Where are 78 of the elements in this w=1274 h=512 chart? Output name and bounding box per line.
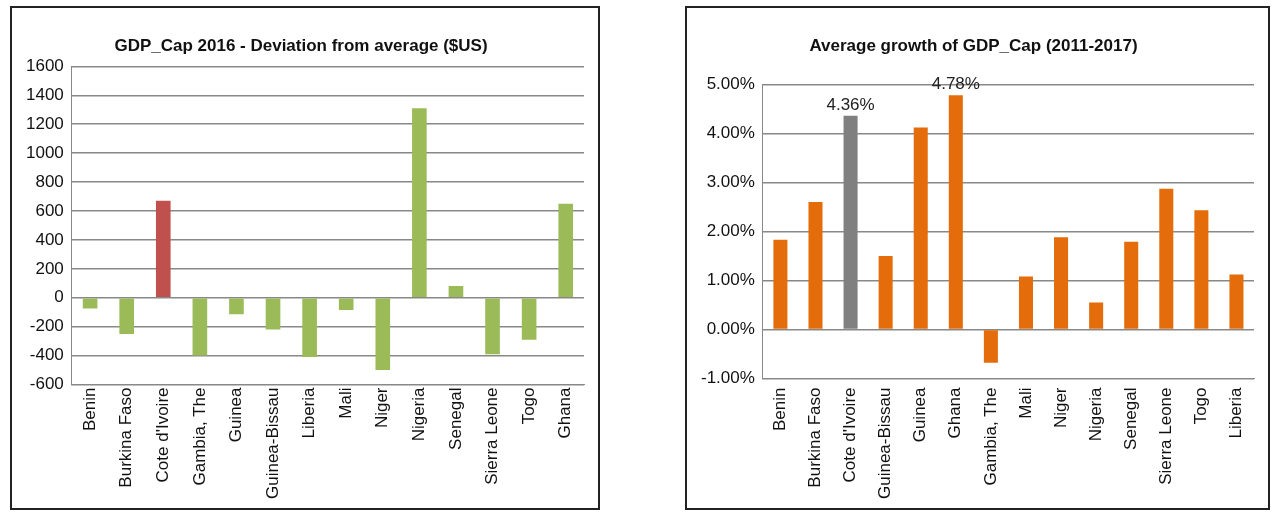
- x-tick-label: Togo: [1191, 387, 1211, 425]
- y-tick-label: 400: [35, 229, 64, 249]
- x-tick-label: Mali: [1015, 387, 1035, 419]
- y-tick-label: 1600: [25, 56, 64, 76]
- bar: [375, 298, 391, 371]
- x-tick-label: Sierra Leone: [482, 387, 502, 485]
- bar: [558, 203, 574, 297]
- y-tick-label: 200: [35, 258, 64, 278]
- bar: [1159, 188, 1174, 329]
- chart-title: GDP_Cap 2016 - Deviation from average ($US): [114, 35, 488, 55]
- y-tick-label: -400: [29, 345, 64, 365]
- x-tick-label: Senegal: [445, 387, 465, 450]
- y-tick-label: -1.00%: [700, 368, 755, 388]
- x-tick-label: Liberia: [1226, 386, 1246, 439]
- bar: [878, 255, 893, 329]
- bar: [192, 298, 208, 356]
- bar: [448, 285, 464, 297]
- x-tick-label: Cote d'Ivoire: [840, 387, 860, 483]
- x-tick-label: Guinea: [226, 386, 246, 443]
- data-label: 4.78%: [931, 74, 980, 94]
- bar: [82, 298, 98, 309]
- y-tick-label: 600: [35, 200, 64, 220]
- bar: [983, 330, 998, 363]
- bar: [302, 298, 317, 358]
- bar: [1229, 274, 1244, 329]
- bar: [1194, 210, 1209, 329]
- x-tick-label: Guinea-Bissau: [875, 387, 895, 500]
- y-tick-label: -200: [29, 316, 64, 336]
- bar: [155, 200, 171, 297]
- y-tick-label: 1000: [25, 142, 64, 162]
- x-tick-label: Senegal: [1120, 387, 1140, 450]
- bar: [808, 202, 823, 329]
- bar: [773, 239, 788, 329]
- x-tick-label: Mali: [335, 387, 355, 419]
- chart-title: Average growth of GDP_Cap (2011-2017): [809, 35, 1138, 55]
- bar: [338, 298, 354, 311]
- y-tick-label: 5.00%: [706, 74, 755, 94]
- x-tick-label: Liberia: [299, 386, 319, 439]
- bar: [1124, 241, 1139, 329]
- x-tick-label: Niger: [1050, 387, 1070, 429]
- bar: [119, 298, 135, 334]
- bar: [1089, 302, 1104, 329]
- x-tick-label: Benin: [79, 387, 99, 431]
- y-tick-label: 0.00%: [706, 319, 755, 339]
- x-tick-label: Nigeria: [1085, 386, 1105, 442]
- x-tick-label: Guinea-Bissau: [262, 387, 282, 500]
- y-tick-label: 1.00%: [706, 270, 755, 290]
- x-tick-label: Burkina Faso: [116, 387, 136, 488]
- x-tick-label: Guinea: [910, 386, 930, 443]
- x-tick-label: Nigeria: [409, 386, 429, 442]
- x-tick-label: Ghana: [945, 386, 965, 439]
- y-tick-label: 2.00%: [706, 221, 755, 241]
- bar: [412, 108, 427, 297]
- x-tick-label: Burkina Faso: [805, 387, 825, 488]
- bar: [1018, 276, 1033, 329]
- y-tick-label: 0: [54, 287, 64, 307]
- x-tick-label: Benin: [770, 387, 790, 431]
- bar: [1054, 237, 1069, 329]
- y-tick-label: 800: [35, 171, 64, 191]
- x-tick-label: Togo: [518, 387, 538, 425]
- x-tick-label: Cote d'Ivoire: [152, 387, 172, 483]
- y-tick-label: 3.00%: [706, 172, 755, 192]
- y-tick-label: 4.00%: [706, 123, 755, 143]
- x-tick-label: Sierra Leone: [1155, 387, 1175, 485]
- bar: [265, 298, 281, 330]
- bar: [485, 298, 500, 355]
- bar: [229, 298, 244, 315]
- y-tick-label: -600: [29, 374, 64, 394]
- y-tick-label: 1400: [25, 85, 64, 105]
- data-label: 4.36%: [826, 94, 875, 114]
- x-tick-label: Gambia, The: [980, 387, 1000, 486]
- x-tick-label: Ghana: [555, 386, 575, 439]
- y-tick-label: 1200: [25, 113, 64, 133]
- x-tick-label: Gambia, The: [189, 387, 209, 486]
- x-tick-label: Niger: [372, 387, 392, 429]
- bar: [521, 298, 537, 340]
- bar: [913, 127, 928, 329]
- bar: [948, 95, 963, 329]
